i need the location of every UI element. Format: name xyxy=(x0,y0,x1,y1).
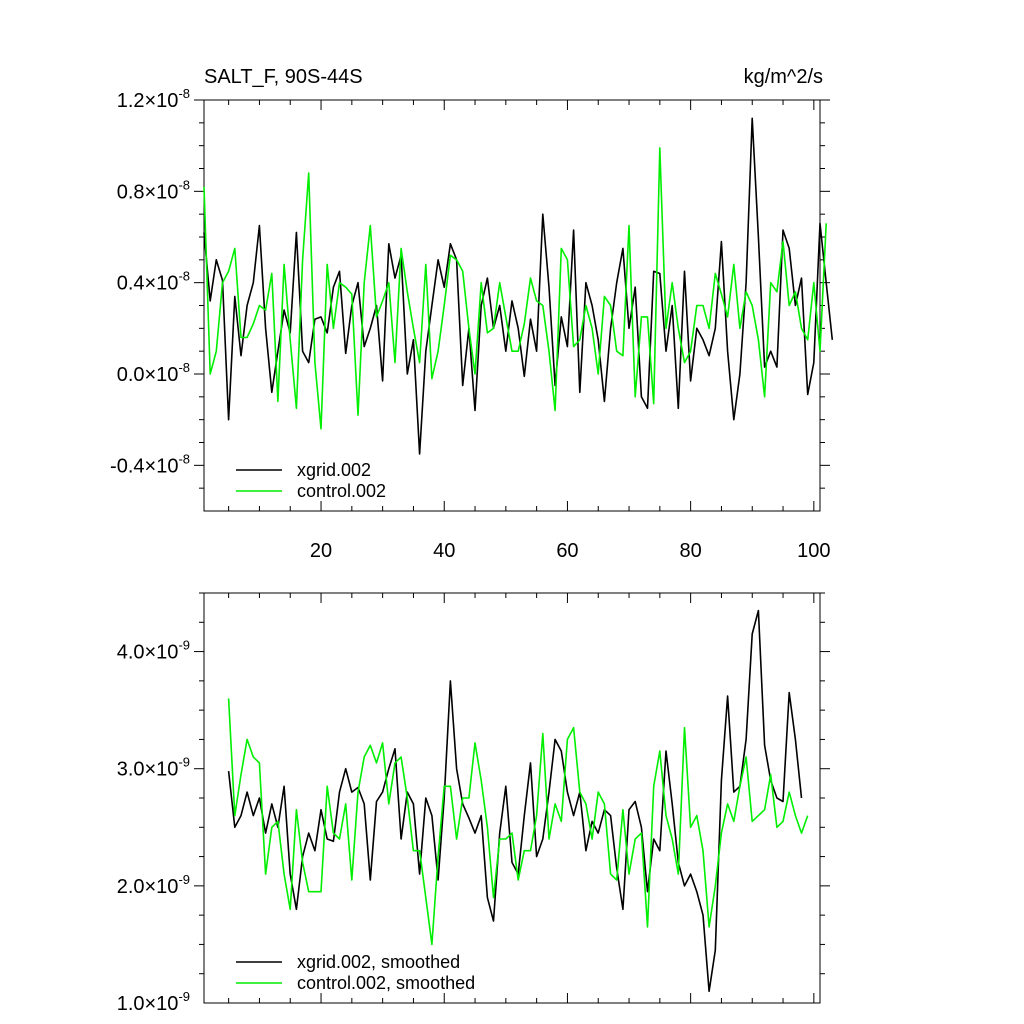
x-tick-label: 20 xyxy=(310,540,332,562)
x-tick-label: 100 xyxy=(797,540,830,562)
bottom-panel: 4.0×10-9 3.0×10-9 2.0×10-9 1.0×10-9 xgrid.00… xyxy=(117,592,830,1015)
series-line-control xyxy=(227,698,809,946)
legend-label: control.002, smoothed xyxy=(297,973,475,993)
y-tick-label: 3.0×10-9 xyxy=(117,755,190,781)
chart-title: SALT_F, 90S-44S xyxy=(204,66,363,88)
x-tick-label: 80 xyxy=(680,540,702,562)
series-line-control xyxy=(203,147,827,430)
y-tick-label: 0.0×10-8 xyxy=(117,360,190,386)
y-tick-label: 1.0×10-9 xyxy=(117,989,190,1015)
series-line-xgrid xyxy=(203,117,834,455)
y-tick-label: 4.0×10-9 xyxy=(117,638,190,664)
legend-label: xgrid.002 xyxy=(297,460,371,480)
x-tick-label: 60 xyxy=(556,540,578,562)
top-panel: SALT_F, 90S-44S kg/m^2/s 20 40 60 80 100 1.2×… xyxy=(110,66,834,562)
x-tick-label: 40 xyxy=(433,540,455,562)
plot-frame xyxy=(203,592,821,1004)
y-tick-label: 2.0×10-9 xyxy=(117,872,190,898)
y-tick-label: -0.4×10-8 xyxy=(110,451,190,477)
y-tick-label: 1.2×10-8 xyxy=(117,86,190,112)
legend-label: control.002 xyxy=(297,481,386,501)
series-line-xgrid xyxy=(227,609,803,993)
y-tick-label: 0.4×10-8 xyxy=(117,269,190,295)
y-tick-label: 0.8×10-8 xyxy=(117,177,190,203)
units-label: kg/m^2/s xyxy=(744,66,823,88)
legend-label: xgrid.002, smoothed xyxy=(297,952,460,972)
